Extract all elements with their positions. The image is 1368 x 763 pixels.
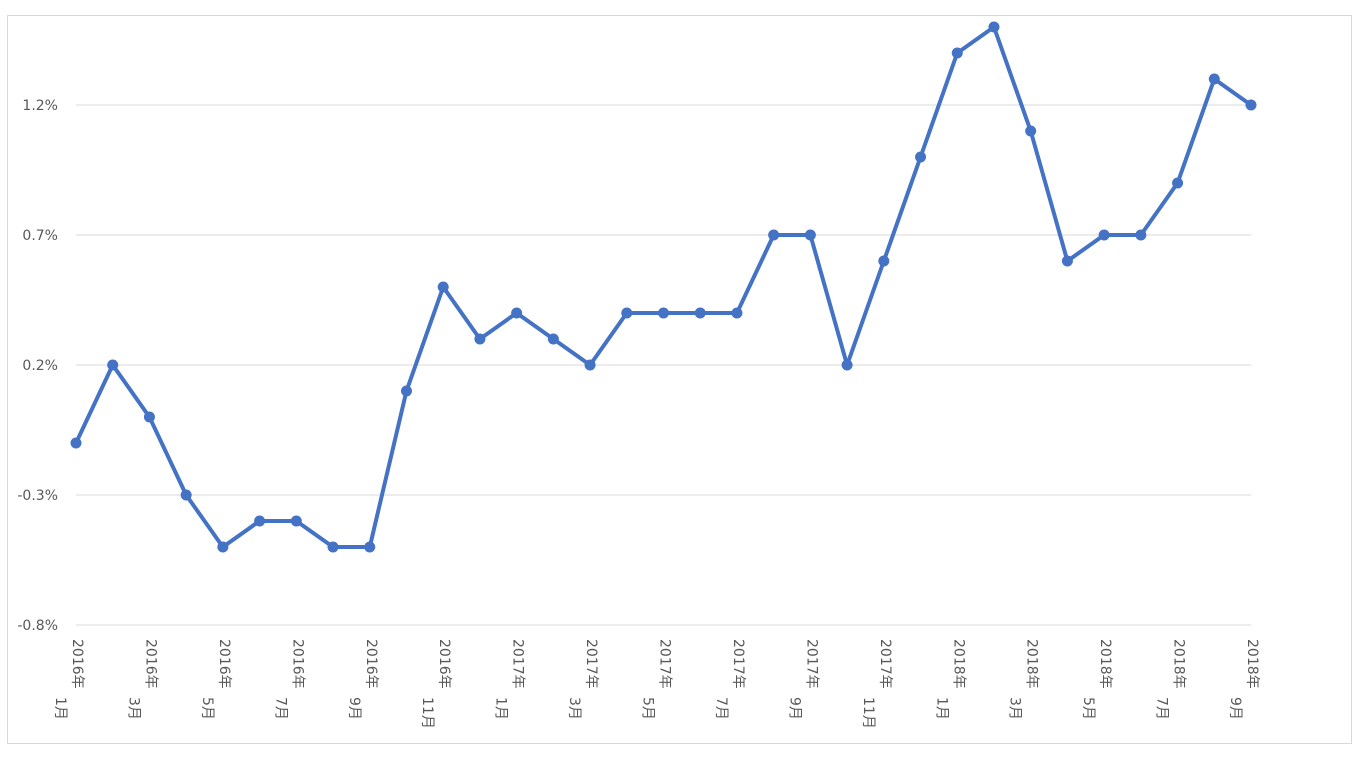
x-tick-month: 5月	[640, 697, 656, 720]
data-point	[951, 47, 963, 59]
data-point	[1061, 255, 1073, 267]
data-point	[1135, 229, 1147, 241]
x-tick-year: 2018年	[1171, 639, 1187, 689]
data-point	[878, 255, 890, 267]
series-points	[70, 21, 1257, 553]
x-tick-month: 3月	[1007, 697, 1023, 720]
data-point	[1208, 73, 1220, 85]
data-point	[400, 385, 412, 397]
x-tick-year: 2016年	[289, 639, 305, 689]
data-point	[841, 359, 853, 371]
x-tick-month: 7月	[713, 697, 729, 720]
data-point	[804, 229, 816, 241]
x-axis-tick-labels: 2016年1月2016年3月2016年5月2016年7月2016年9月2016年…	[52, 639, 1260, 729]
data-point	[143, 411, 155, 423]
data-point	[584, 359, 596, 371]
data-point	[180, 489, 192, 501]
data-point	[290, 515, 302, 527]
x-tick-year: 2018年	[950, 639, 966, 689]
x-tick-year: 2017年	[803, 639, 819, 689]
data-point	[1098, 229, 1110, 241]
x-tick-month: 11月	[860, 697, 876, 729]
chart-frame	[7, 15, 1352, 744]
x-tick-month: 7月	[1154, 697, 1170, 720]
x-tick-month: 9月	[1227, 697, 1243, 720]
data-point	[768, 229, 780, 241]
x-tick-month: 1月	[493, 697, 509, 720]
gridlines	[76, 104, 1251, 626]
x-tick-month: 5月	[1080, 697, 1096, 720]
x-tick-year: 2016年	[436, 639, 452, 689]
x-tick-month: 1月	[52, 697, 68, 720]
y-tick-label: -0.8%	[17, 618, 58, 634]
x-tick-year: 2017年	[877, 639, 893, 689]
x-tick-year: 2018年	[1097, 639, 1113, 689]
x-tick-month: 7月	[272, 697, 288, 720]
data-point	[364, 541, 376, 553]
data-point	[1245, 99, 1257, 111]
data-point	[254, 515, 266, 527]
x-tick-month: 9月	[786, 697, 802, 720]
data-point	[694, 307, 706, 319]
x-tick-month: 11月	[419, 697, 435, 729]
y-tick-label: 0.2%	[22, 358, 58, 374]
x-tick-month: 3月	[566, 697, 582, 720]
y-axis-tick-labels: 1.2% 0.7% 0.2% -0.3% -0.8%	[17, 98, 58, 634]
x-tick-year: 2018年	[1024, 639, 1040, 689]
data-point	[1172, 177, 1184, 189]
x-tick-month: 3月	[125, 697, 141, 720]
data-point	[327, 541, 339, 553]
data-point	[621, 307, 633, 319]
data-point	[217, 541, 229, 553]
x-tick-year: 2017年	[657, 639, 673, 689]
data-point	[915, 151, 927, 163]
y-tick-label: 1.2%	[22, 98, 58, 114]
data-point	[437, 281, 449, 293]
data-point	[988, 21, 1000, 33]
data-point	[70, 437, 82, 449]
x-tick-year: 2016年	[142, 639, 158, 689]
x-tick-month: 1月	[933, 697, 949, 720]
x-tick-year: 2016年	[216, 639, 232, 689]
data-point	[1025, 125, 1037, 137]
data-point	[107, 359, 119, 371]
data-point	[658, 307, 669, 319]
x-tick-month: 9月	[346, 697, 362, 720]
x-tick-year: 2017年	[583, 639, 599, 689]
y-tick-label: 0.7%	[22, 228, 58, 244]
x-tick-year: 2017年	[510, 639, 526, 689]
data-point	[511, 307, 523, 319]
data-point	[474, 333, 486, 345]
x-tick-year: 2017年	[730, 639, 746, 689]
y-tick-label: -0.3%	[17, 488, 58, 504]
data-point	[547, 333, 559, 345]
data-point	[731, 307, 743, 319]
x-tick-year: 2016年	[363, 639, 379, 689]
x-tick-year: 2018年	[1244, 639, 1260, 689]
x-tick-month: 5月	[199, 697, 215, 720]
x-tick-year: 2016年	[69, 639, 85, 689]
